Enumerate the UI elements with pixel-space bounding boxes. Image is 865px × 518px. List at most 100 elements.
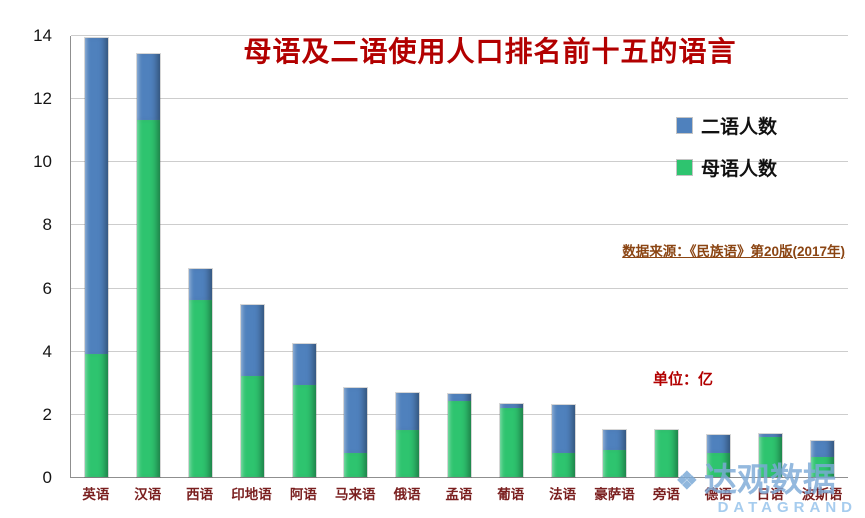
legend-item-second-language: 二语人数 [676,112,777,139]
bar-segment-second-language [396,393,420,430]
stacked-bar [758,434,782,477]
bar-slot [589,36,641,477]
stacked-bar [447,394,471,477]
watermark-cn: 达观数据 [703,461,836,499]
legend-swatch-blue [676,118,692,133]
bar-segment-second-language [551,404,575,454]
bar-segment-native-language [603,450,627,477]
bar-segment-second-language [603,429,627,451]
legend-item-native-language: 母语人数 [676,154,777,181]
plot-area [70,35,848,478]
unit-note: 单位：亿 [653,371,714,388]
legend-swatch-green [676,160,692,175]
bar-segment-second-language [85,38,109,354]
bar-slot [537,36,589,477]
source-note: 数据来源：《民族语》第20版(2017年) [622,244,845,259]
bar-segment-second-language [188,268,212,301]
bar-slot [123,36,175,477]
x-tick-label: 葡语 [497,487,525,502]
stacked-bar [85,38,109,477]
y-tick-label: 8 [42,215,52,235]
y-tick-label: 4 [42,341,52,361]
x-tick-label: 孟语 [445,487,473,502]
bar-slot [641,36,693,477]
bar-slot [71,36,123,477]
bar-slot [744,36,796,477]
bar-segment-second-language [447,394,471,401]
x-axis: 英语 汉语 西语 印地语 阿语 马来语 俄语 孟语 葡语 法语 豪萨语 旁语 德语 日语 波斯语 [70,483,848,503]
bar-slot [278,36,330,477]
stacked-bar [188,268,212,477]
legend-label-native-language: 母语人数 [700,159,777,180]
stacked-bar [137,53,161,477]
legend-label-second-language: 二语人数 [700,117,777,138]
x-tick-label: 豪萨语 [594,487,635,502]
y-tick-label: 14 [33,26,52,45]
bar-segment-second-language [810,440,834,458]
bar-slot [485,36,537,477]
legend: 二语人数 母语人数 [676,112,777,181]
chart-title: 母语及二语使用人口排名前十五的语言 [243,36,737,67]
bar-segment-native-language [292,385,316,477]
bar-segment-native-language [499,407,523,477]
x-tick-label: 英语 [82,487,110,502]
bar-segment-second-language [292,344,316,386]
bar-slot [434,36,486,477]
bar-slot [175,36,227,477]
x-tick-label: 印地语 [231,487,272,502]
gridline [71,35,848,36]
bar-segment-native-language [85,353,109,477]
stacked-bar [240,304,264,477]
stacked-bar [603,429,627,477]
y-tick-label: 0 [42,468,52,487]
y-tick-label: 6 [42,278,52,298]
bar-segment-native-language [447,400,471,477]
bar-segment-native-language [396,429,420,477]
gridline [71,350,848,352]
bar-segment-second-language [499,404,523,408]
x-tick-label: 旁语 [652,487,680,502]
bar-slot [382,36,434,477]
bar-segment-native-language [551,453,575,477]
bar-slot [693,36,745,477]
stacked-bar [551,404,575,477]
x-tick-label: 德语 [704,487,732,502]
bar-segment-native-language [706,453,730,477]
x-tick-label: 日语 [756,487,784,502]
x-tick-label: 法语 [549,487,577,502]
watermark-en: DATAGRAND [717,499,857,516]
bar-slot [796,36,848,477]
gridline [71,161,848,163]
y-tick-label: 12 [33,89,52,109]
stacked-bar [292,344,316,477]
bar-segment-native-language [137,120,161,477]
bar-segment-second-language [758,434,782,437]
watermark: ❖ 达观数据 DATAGRAND [676,463,857,516]
bar-segment-second-language [344,388,368,453]
x-tick-label: 西语 [186,487,214,502]
bar-segment-native-language [810,457,834,477]
bar-slot [226,36,278,477]
bar-segment-second-language [706,435,730,454]
x-tick-label: 马来语 [334,487,376,502]
x-tick-label: 阿语 [289,487,317,502]
stacked-bar [810,440,834,477]
stacked-bar [499,404,523,477]
gridline [71,287,848,289]
y-tick-label: 10 [33,152,52,172]
datagrand-logo-icon: ❖ [675,466,698,495]
stacked-bar [706,435,730,477]
bar-segment-second-language [137,53,161,121]
y-tick-label: 2 [42,404,52,424]
bar-segment-native-language [655,430,679,477]
gridline [71,224,848,226]
bar-slot [330,36,382,477]
x-tick-label: 波斯语 [801,487,843,502]
x-tick-label: 汉语 [134,487,162,502]
bar-segment-second-language [240,304,264,376]
stacked-bar [396,393,420,477]
stacked-bar [344,388,368,477]
gridline [71,98,848,100]
bar-segment-native-language [240,375,264,477]
